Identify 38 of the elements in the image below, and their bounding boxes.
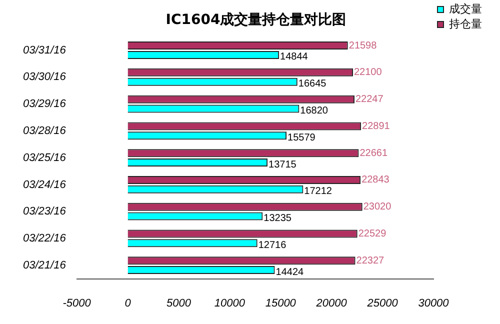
legend-label: 持仓量 [449, 17, 482, 30]
y-tick-label: 03/30/16 [22, 71, 67, 84]
x-tick-label: -5000 [62, 297, 92, 310]
y-tick-label: 03/25/16 [22, 152, 67, 164]
data-label: 22327 [356, 255, 385, 266]
data-label: 12716 [258, 240, 287, 251]
data-label: 21598 [348, 40, 378, 52]
y-tick-label: 03/23/16 [22, 206, 67, 218]
data-label: 14844 [280, 52, 308, 63]
data-label: 14424 [276, 266, 304, 278]
legend-label: 成交量 [449, 2, 482, 16]
data-label: 22843 [362, 174, 390, 186]
y-tick-label: 03/22/16 [22, 232, 67, 245]
x-tick-label: 20000 [315, 297, 348, 310]
data-label: 23020 [363, 202, 392, 213]
x-tick-label: 30000 [418, 297, 450, 310]
x-tick-label: 25000 [366, 297, 399, 310]
data-label: 13715 [268, 159, 297, 170]
y-tick-label: 03/28/16 [22, 124, 67, 137]
data-label: 22661 [360, 148, 388, 159]
y-tick-label: 03/21/16 [22, 259, 67, 272]
data-label: 16645 [298, 78, 327, 90]
data-label: 22100 [354, 67, 382, 78]
data-label: 17212 [304, 186, 332, 198]
data-label: 15579 [288, 132, 316, 144]
y-tick-label: 03/31/16 [22, 44, 67, 56]
x-tick-label: 0 [124, 297, 132, 310]
y-tick-label: 03/24/16 [22, 178, 67, 191]
x-tick-label: 5000 [166, 297, 192, 310]
data-label: 22891 [362, 120, 390, 132]
chart-title: IC1604成交量持仓量对比图 [166, 11, 346, 28]
x-tick-label: 15000 [265, 297, 297, 310]
data-label: 16820 [300, 105, 328, 116]
data-label: 22529 [358, 228, 387, 240]
data-label: 22247 [355, 94, 384, 106]
x-tick-label: 10000 [214, 297, 246, 310]
y-tick-label: 03/29/16 [22, 98, 67, 110]
data-label: 13235 [264, 213, 292, 224]
